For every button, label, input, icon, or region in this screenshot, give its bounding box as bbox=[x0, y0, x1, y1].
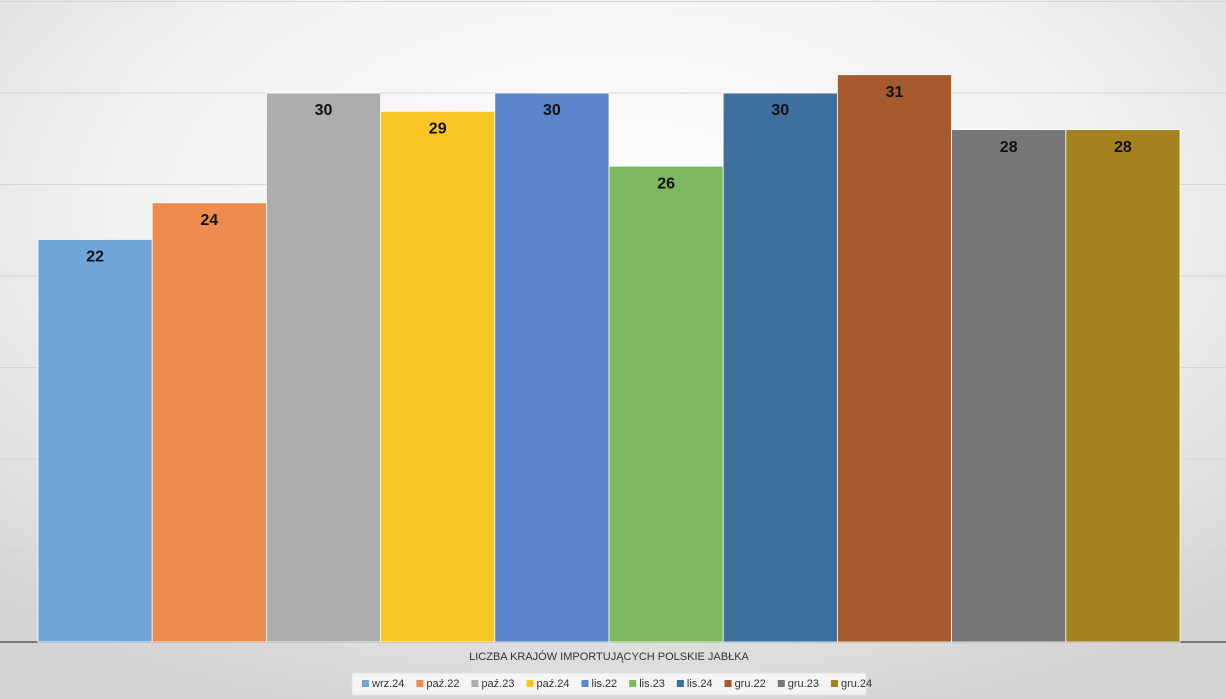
legend: wrz.24 paź.22 paź.23 paź.24 lis.22 lis.23 lis.… bbox=[362, 678, 872, 690]
legend-label: lis.22 bbox=[592, 678, 618, 690]
bar bbox=[722, 92, 838, 643]
legend-label: lis.23 bbox=[639, 678, 665, 690]
legend-swatch bbox=[471, 680, 479, 687]
data-label: 31 bbox=[886, 84, 904, 101]
legend-box bbox=[351, 672, 867, 696]
bar bbox=[151, 202, 267, 643]
data-label: 26 bbox=[657, 175, 675, 192]
legend-swatch bbox=[676, 680, 684, 687]
x-tick-label: LICZBA KRAJÓW IMPORTUJĄCYCH POLSKIE JABŁ… bbox=[469, 650, 749, 663]
legend-swatch bbox=[526, 680, 534, 687]
bars bbox=[37, 74, 1181, 643]
legend-label: gru.22 bbox=[735, 678, 766, 690]
legend-label: paź.22 bbox=[426, 678, 459, 690]
legend-label: wrz.24 bbox=[371, 678, 404, 690]
data-label: 24 bbox=[200, 212, 218, 229]
labels: 22 24 30 29 30 26 30 31 28 28 LICZBA KRAJÓW IMPORT… bbox=[86, 84, 1132, 663]
bar bbox=[1065, 129, 1181, 643]
bar bbox=[494, 92, 610, 643]
bar bbox=[608, 165, 724, 643]
legend-label: paź.23 bbox=[481, 678, 514, 690]
bar bbox=[951, 129, 1067, 643]
legend-label: gru.23 bbox=[788, 678, 819, 690]
legend-label: lis.24 bbox=[687, 678, 713, 690]
bar bbox=[380, 110, 496, 643]
legend-label: paź.24 bbox=[536, 678, 569, 690]
data-label: 30 bbox=[543, 102, 561, 119]
bar bbox=[37, 238, 153, 643]
data-label: 29 bbox=[429, 121, 447, 138]
legend-swatch bbox=[629, 680, 637, 687]
legend-swatch bbox=[416, 680, 424, 687]
data-label: 28 bbox=[1114, 139, 1132, 156]
legend-swatch bbox=[777, 680, 785, 687]
legend-label: gru.24 bbox=[841, 678, 872, 690]
data-label: 22 bbox=[86, 249, 104, 266]
bar bbox=[837, 74, 953, 643]
legend-swatch bbox=[362, 680, 369, 687]
legend-swatch bbox=[830, 680, 838, 687]
data-label: 30 bbox=[771, 102, 789, 119]
data-label: 30 bbox=[315, 102, 333, 119]
legend-swatch bbox=[724, 680, 732, 687]
legend-swatch bbox=[581, 680, 589, 687]
data-label: 28 bbox=[1000, 139, 1018, 156]
bar bbox=[265, 92, 381, 643]
